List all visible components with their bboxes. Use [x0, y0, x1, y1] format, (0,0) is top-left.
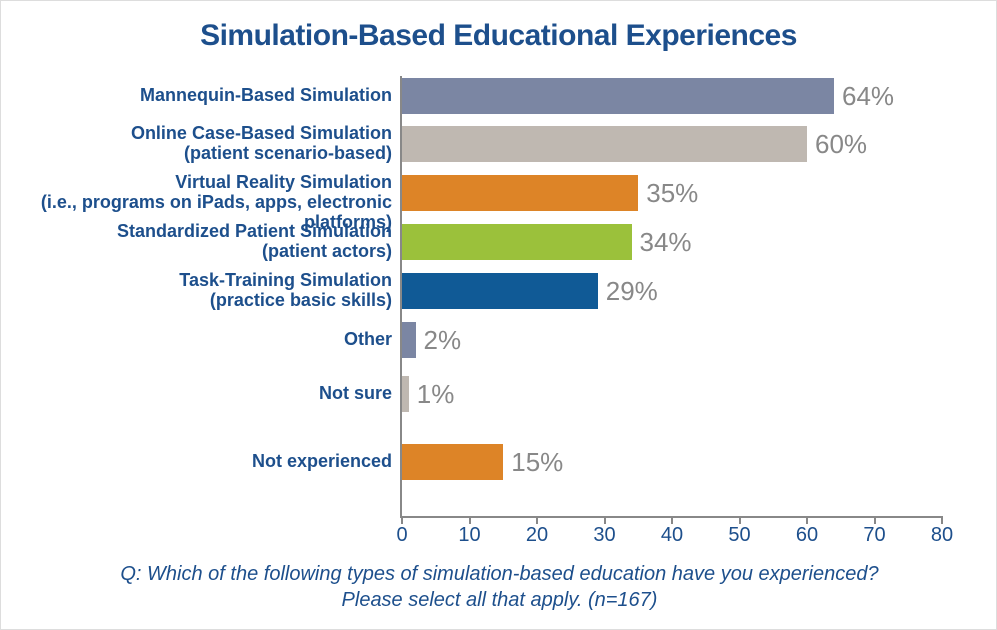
- bar: [402, 78, 834, 114]
- bar-row: 35%: [402, 175, 942, 211]
- value-label: 2%: [416, 322, 462, 358]
- bar-row: 2%: [402, 322, 942, 358]
- tick-mark: [806, 516, 808, 524]
- value-label: 34%: [632, 224, 692, 260]
- tick-mark: [941, 516, 943, 524]
- caption-line-2: Please select all that apply. (n=167): [1, 587, 997, 613]
- bar-row: 29%: [402, 273, 942, 309]
- bar: [402, 376, 409, 412]
- chart-container: Simulation-Based Educational Experiences…: [0, 0, 997, 630]
- category-label: Mannequin-Based Simulation: [1, 86, 392, 106]
- tick-label: 30: [585, 524, 625, 547]
- plot-region: 64% 60% 35% 34% 29% 2% 1% 15%: [402, 76, 942, 516]
- tick-label: 80: [922, 524, 962, 547]
- bar: [402, 273, 598, 309]
- tick-label: 60: [787, 524, 827, 547]
- chart-title: Simulation-Based Educational Experiences: [1, 1, 996, 61]
- tick-mark: [874, 516, 876, 524]
- category-label: Standardized Patient Simulation(patient …: [1, 222, 392, 262]
- tick-label: 10: [450, 524, 490, 547]
- bar-row: 15%: [402, 444, 942, 480]
- value-label: 29%: [598, 273, 658, 309]
- tick-label: 40: [652, 524, 692, 547]
- category-label: Not experienced: [1, 452, 392, 472]
- tick-label: 70: [855, 524, 895, 547]
- bar-row: 60%: [402, 126, 942, 162]
- tick-mark: [469, 516, 471, 524]
- bar-row: 64%: [402, 78, 942, 114]
- chart-area: Mannequin-Based Simulation Online Case-Ba…: [1, 76, 997, 516]
- tick-mark: [671, 516, 673, 524]
- bar: [402, 444, 503, 480]
- category-label: Not sure: [1, 384, 392, 404]
- tick-label: 50: [720, 524, 760, 547]
- tick-label: 20: [517, 524, 557, 547]
- bar-row: 1%: [402, 376, 942, 412]
- bar: [402, 175, 638, 211]
- tick-mark: [604, 516, 606, 524]
- value-label: 60%: [807, 126, 867, 162]
- bar: [402, 224, 632, 260]
- category-labels: Mannequin-Based Simulation Online Case-Ba…: [1, 76, 392, 516]
- bar-row: 34%: [402, 224, 942, 260]
- caption-line-1: Q: Which of the following types of simul…: [1, 561, 997, 587]
- value-label: 1%: [409, 376, 455, 412]
- value-label: 35%: [638, 175, 698, 211]
- category-label: Online Case-Based Simulation(patient sce…: [1, 124, 392, 164]
- tick-mark: [536, 516, 538, 524]
- tick-mark: [401, 516, 403, 524]
- value-label: 64%: [834, 78, 894, 114]
- bar: [402, 126, 807, 162]
- bar: [402, 322, 416, 358]
- value-label: 15%: [503, 444, 563, 480]
- category-label: Task-Training Simulation(practice basic …: [1, 271, 392, 311]
- tick-label: 0: [382, 524, 422, 547]
- tick-mark: [739, 516, 741, 524]
- x-axis-ticks: 01020304050607080: [402, 516, 942, 546]
- category-label: Other: [1, 330, 392, 350]
